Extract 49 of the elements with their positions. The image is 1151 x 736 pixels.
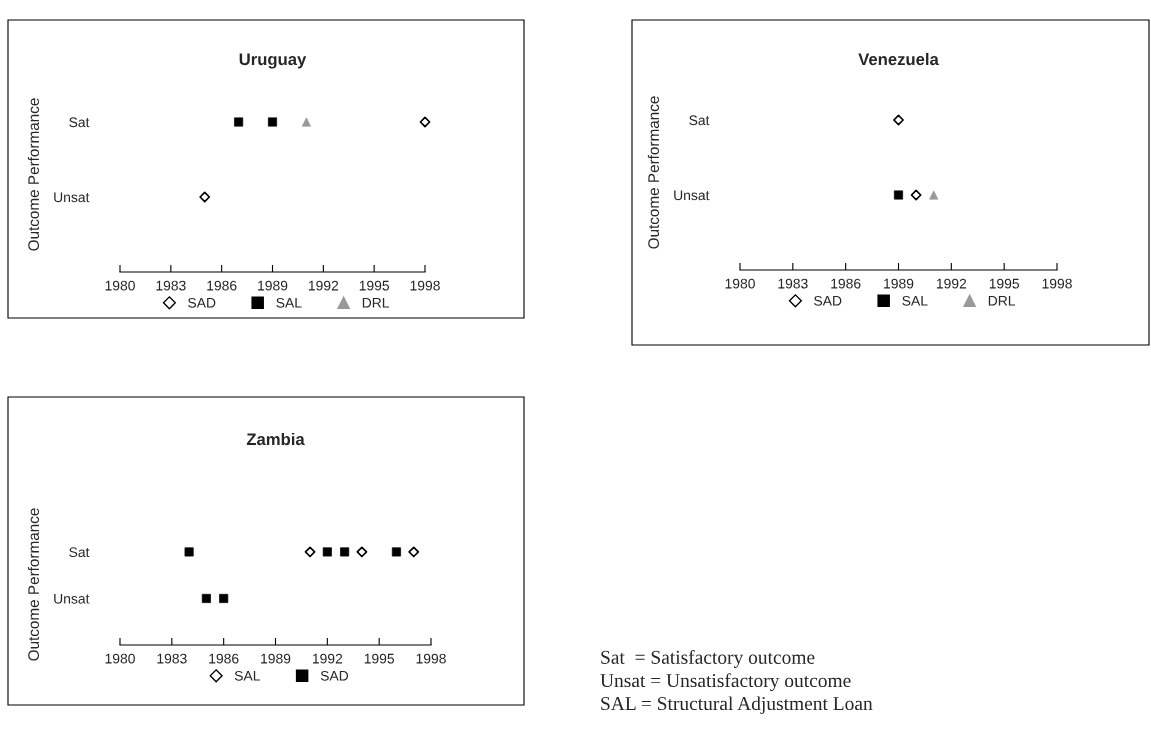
y-tick-label: Unsat bbox=[54, 593, 90, 604]
x-tick-label: 1998 bbox=[1042, 278, 1072, 289]
x-tick-label: 1989 bbox=[884, 278, 914, 289]
x-tick-label: 1983 bbox=[778, 278, 808, 289]
x-tick-label: 1992 bbox=[312, 653, 343, 664]
chart-title: Zambia bbox=[246, 432, 305, 446]
x-tick-label: 1986 bbox=[207, 280, 237, 291]
x-tick-label: 1989 bbox=[261, 653, 291, 664]
x-tick-label: 1995 bbox=[359, 280, 390, 291]
y-tick-label: Unsat bbox=[54, 192, 90, 203]
legend-label: SAD bbox=[188, 297, 216, 308]
x-tick-label: 1986 bbox=[831, 278, 861, 289]
x-tick-label: 1992 bbox=[936, 278, 967, 289]
y-tick-label: Sat bbox=[69, 547, 90, 558]
y-axis-title: Outcome Performance bbox=[27, 98, 40, 251]
text: SAL = Structural Adjustment Loan bbox=[601, 696, 873, 715]
x-tick-label: 1983 bbox=[156, 280, 186, 291]
x-tick-label: 1992 bbox=[308, 280, 339, 291]
legend-label: SAL bbox=[276, 297, 302, 308]
y-axis-title: Outcome Performance bbox=[27, 508, 40, 661]
y-tick-label: Sat bbox=[69, 117, 90, 128]
y-tick-label: Sat bbox=[689, 115, 710, 126]
x-tick-label: 1998 bbox=[416, 653, 446, 664]
x-tick-label: 1980 bbox=[105, 280, 135, 291]
point bbox=[199, 191, 211, 203]
legend-label: SAL bbox=[902, 295, 928, 306]
text: Unsat = Unsatisfactory outcome bbox=[600, 673, 851, 692]
x-tick-label: 1980 bbox=[725, 278, 755, 289]
legend-label: SAD bbox=[320, 670, 349, 681]
x-tick-label: 1986 bbox=[209, 653, 239, 664]
x-tick-label: 1989 bbox=[258, 280, 288, 291]
x-tick-label: 1995 bbox=[364, 653, 395, 664]
point bbox=[419, 116, 431, 128]
legend-label: SAD bbox=[814, 295, 842, 306]
x-tick-label: 1995 bbox=[989, 278, 1020, 289]
chart-title: Venezuela bbox=[858, 52, 939, 66]
chart-title: Uruguay bbox=[239, 53, 307, 69]
x-tick-label: 1983 bbox=[157, 653, 187, 664]
point bbox=[304, 546, 316, 558]
y-tick-label: Unsat bbox=[674, 190, 710, 201]
x-tick-label: 1998 bbox=[410, 280, 440, 291]
legend-label: SAL bbox=[234, 670, 260, 681]
y-axis-title: Outcome Performance bbox=[647, 96, 660, 249]
text: Sat = Satisfactory outcome bbox=[601, 650, 815, 668]
legend-label: DRL bbox=[988, 296, 1016, 306]
point bbox=[408, 546, 420, 558]
x-tick-label: 1980 bbox=[105, 653, 135, 664]
point bbox=[356, 546, 368, 558]
legend-label: DRL bbox=[362, 298, 390, 308]
